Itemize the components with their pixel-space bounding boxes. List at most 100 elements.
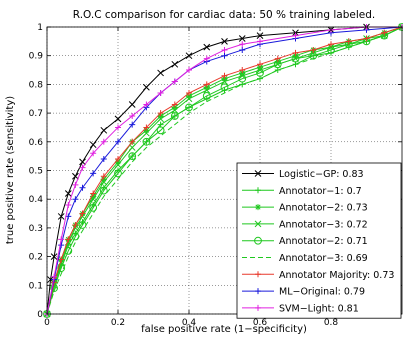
data-point bbox=[345, 38, 352, 45]
series-line bbox=[46, 26, 402, 315]
data-point bbox=[64, 246, 73, 255]
y-tick-label: 1 bbox=[37, 23, 43, 33]
legend-item: Annotator−2: 0.73 bbox=[242, 203, 368, 214]
data-point bbox=[185, 95, 193, 103]
data-point bbox=[99, 186, 108, 195]
data-point bbox=[65, 236, 72, 243]
x-axis-label: false positive rate (1−specificity) bbox=[141, 324, 307, 335]
data-point bbox=[157, 90, 164, 97]
data-point bbox=[58, 256, 65, 263]
legend-item: Annotator−1: 0.7 bbox=[242, 186, 362, 197]
data-point bbox=[239, 41, 246, 48]
data-point bbox=[89, 141, 97, 149]
legend-label: Annotator−2: 0.71 bbox=[279, 236, 368, 247]
data-point bbox=[202, 91, 211, 100]
y-tick-label: 0.3 bbox=[29, 224, 43, 234]
data-point bbox=[143, 129, 150, 137]
data-point bbox=[221, 52, 228, 59]
data-point bbox=[115, 156, 121, 163]
data-point bbox=[239, 67, 246, 74]
legend-item: Annotator−3: 0.72 bbox=[242, 219, 368, 230]
data-point bbox=[100, 156, 107, 163]
data-point bbox=[128, 101, 136, 108]
data-point bbox=[221, 46, 228, 53]
data-point bbox=[72, 181, 79, 188]
y-axis-label: true positive rate (sensitivity) bbox=[5, 96, 16, 244]
data-point bbox=[185, 103, 193, 112]
data-point bbox=[171, 106, 179, 114]
data-point bbox=[203, 43, 211, 51]
data-point bbox=[256, 69, 264, 77]
y-tick-label: 0.6 bbox=[29, 138, 44, 148]
data-point bbox=[157, 110, 164, 117]
data-point bbox=[220, 83, 229, 92]
legend-marker bbox=[255, 288, 261, 295]
data-point bbox=[79, 158, 86, 166]
legend-label: SVM−Light: 0.81 bbox=[279, 303, 359, 314]
data-point bbox=[221, 72, 228, 79]
data-point bbox=[171, 60, 179, 68]
data-point bbox=[128, 144, 136, 151]
data-point bbox=[57, 213, 65, 220]
data-point bbox=[185, 52, 193, 60]
legend-label: Annotator−3: 0.69 bbox=[279, 253, 368, 264]
data-point bbox=[310, 46, 317, 53]
x-tick-label: 0.4 bbox=[182, 318, 197, 328]
series-7 bbox=[44, 24, 403, 317]
legend-label: ML−Original: 0.79 bbox=[279, 287, 365, 298]
data-point bbox=[129, 138, 136, 145]
data-point bbox=[221, 78, 228, 85]
legend-item: SVM−Light: 0.81 bbox=[242, 303, 359, 314]
data-point bbox=[51, 273, 58, 280]
data-point bbox=[186, 67, 192, 74]
x-tick-label: 0.6 bbox=[253, 318, 268, 328]
data-point bbox=[257, 61, 263, 68]
data-point bbox=[143, 101, 150, 108]
data-point bbox=[114, 115, 122, 123]
series-line bbox=[46, 26, 403, 315]
legend-marker bbox=[255, 304, 261, 311]
data-point bbox=[157, 115, 164, 123]
legend-item: Annotator−3: 0.69 bbox=[242, 253, 368, 264]
legend-marker bbox=[254, 170, 262, 177]
x-tick-label: 0.8 bbox=[324, 318, 339, 328]
legend-label: Annotator Majority: 0.73 bbox=[279, 270, 394, 281]
data-point bbox=[79, 164, 86, 171]
data-point bbox=[238, 35, 246, 42]
legend-marker bbox=[255, 187, 261, 194]
data-point bbox=[239, 46, 246, 53]
legend-marker bbox=[254, 236, 262, 245]
x-tick-label: 0 bbox=[44, 318, 50, 328]
data-point bbox=[143, 83, 150, 91]
legend-marker bbox=[255, 271, 261, 278]
data-point bbox=[90, 170, 97, 177]
data-point bbox=[328, 41, 334, 48]
data-point bbox=[115, 138, 121, 145]
legend-label: Annotator−1: 0.7 bbox=[279, 186, 362, 197]
legend-item: Logistic−GP: 0.83 bbox=[242, 169, 364, 180]
data-point bbox=[238, 74, 247, 83]
data-point bbox=[114, 169, 122, 178]
legend-marker bbox=[255, 204, 261, 211]
data-point bbox=[100, 138, 107, 145]
y-tick-label: 0.5 bbox=[29, 167, 43, 177]
legend-item: ML−Original: 0.79 bbox=[242, 287, 365, 298]
data-point bbox=[171, 78, 178, 85]
data-point bbox=[89, 203, 98, 212]
data-point bbox=[72, 196, 79, 203]
data-point bbox=[115, 124, 121, 131]
data-point bbox=[221, 37, 228, 45]
data-point bbox=[100, 126, 108, 134]
data-point bbox=[57, 264, 66, 272]
series-line bbox=[46, 26, 403, 315]
data-point bbox=[274, 55, 281, 62]
y-tick-label: 0.9 bbox=[29, 52, 44, 62]
y-tick-label: 0.4 bbox=[29, 195, 44, 205]
data-point bbox=[72, 222, 79, 229]
y-tick-label: 0.8 bbox=[29, 80, 44, 90]
data-point bbox=[363, 35, 370, 42]
data-point bbox=[157, 69, 164, 77]
data-point bbox=[79, 184, 86, 191]
data-point bbox=[58, 242, 65, 249]
